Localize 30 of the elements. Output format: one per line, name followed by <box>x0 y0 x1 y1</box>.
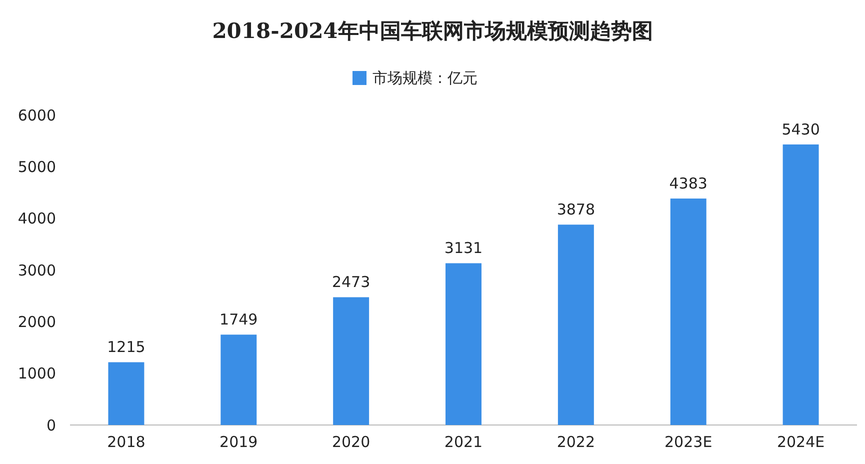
x-tick-label: 2020 <box>332 433 370 451</box>
x-tick-label: 2018 <box>107 433 146 451</box>
bar <box>782 144 819 425</box>
bar <box>108 362 144 425</box>
x-tick-label: 2021 <box>444 433 483 451</box>
data-label: 3878 <box>556 200 596 219</box>
y-tick-label: 2000 <box>18 312 56 331</box>
data-label: 1215 <box>107 338 146 356</box>
x-tick-label: 2024E <box>776 433 825 451</box>
data-label: 4383 <box>669 174 708 193</box>
y-tick-label: 5000 <box>18 158 56 176</box>
data-label: 1749 <box>220 310 258 329</box>
y-tick-label: 4000 <box>18 210 56 228</box>
y-tick-label: 1000 <box>18 364 56 383</box>
y-tick-label: 6000 <box>18 106 56 124</box>
bar <box>333 297 370 425</box>
bar <box>558 224 594 425</box>
bar <box>670 198 706 425</box>
data-label: 5430 <box>782 120 820 138</box>
data-label: 2473 <box>332 273 370 292</box>
data-label: 3131 <box>444 239 483 258</box>
y-tick-label: 0 <box>46 416 56 434</box>
legend-label: 市场规模：亿元 <box>372 69 478 87</box>
x-tick-label: 2023E <box>664 433 712 451</box>
x-tick-label: 2019 <box>220 433 258 451</box>
x-tick-label: 2022 <box>556 433 596 451</box>
bar <box>220 334 257 425</box>
bar <box>446 263 482 425</box>
chart-title: 2018-2024年中国车联网市场规模预测趋势图 <box>212 18 653 43</box>
y-tick-label: 3000 <box>18 261 56 280</box>
